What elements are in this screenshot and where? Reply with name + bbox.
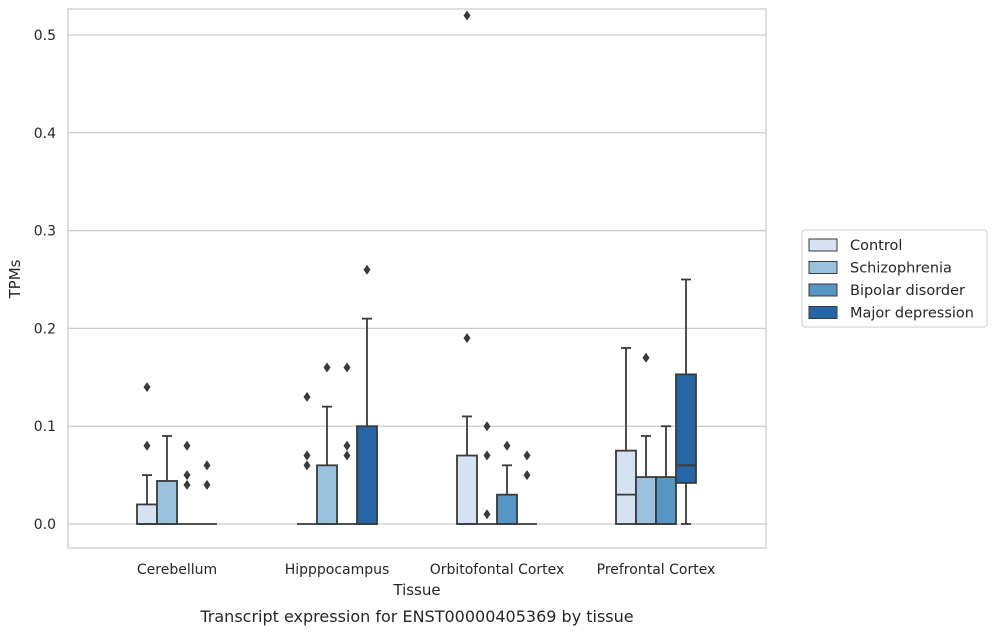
outlier-point xyxy=(343,440,351,451)
box-control-orbitofontal-cortex xyxy=(456,10,478,525)
box-bipolar-disorder-cerebellum xyxy=(177,440,197,525)
y-tick-label: 0.3 xyxy=(34,224,56,240)
box-body xyxy=(615,449,637,525)
legend-frame xyxy=(801,229,988,328)
legend: Control Schizophrenia Bipolar disorder Majo… xyxy=(801,229,988,328)
outlier-point xyxy=(642,352,650,363)
box-control-hipppocampus xyxy=(297,391,317,525)
box-major-depression-cerebellum xyxy=(197,460,217,525)
box-body xyxy=(136,503,158,525)
x-tick-labels: Cerebellum Hipppocampus Orbitofontal Corte… xyxy=(137,562,715,578)
x-axis-label: Tissue xyxy=(392,581,440,599)
x-tick-label: Hipppocampus xyxy=(285,562,390,578)
outlier-point xyxy=(303,450,311,461)
box-schizophrenia-orbitofontal-cortex xyxy=(477,421,497,525)
grid-lines xyxy=(68,34,766,525)
y-tick-label: 0.5 xyxy=(34,28,56,44)
y-tick-label: 0.0 xyxy=(34,517,56,533)
outlier-point xyxy=(303,460,311,471)
legend-label: Control xyxy=(850,238,902,254)
x-tick-label: Cerebellum xyxy=(137,562,217,578)
box-major-depression-orbitofontal-cortex xyxy=(517,450,537,525)
box-control-prefrontal-cortex xyxy=(615,347,637,525)
box-body xyxy=(356,425,378,525)
outlier-point xyxy=(183,470,191,481)
outlier-point xyxy=(203,460,211,471)
outlier-point xyxy=(483,421,491,432)
boxes xyxy=(136,10,697,525)
outlier-point xyxy=(523,470,531,481)
y-tick-labels: 0.0 0.1 0.2 0.3 0.4 0.5 xyxy=(34,28,56,533)
box-bipolar-disorder-hipppocampus xyxy=(337,362,357,525)
box-body xyxy=(456,454,478,525)
legend-swatch xyxy=(808,283,838,297)
box-schizophrenia-prefrontal-cortex xyxy=(635,352,657,525)
outlier-point xyxy=(503,440,511,451)
box-body xyxy=(316,464,338,525)
outlier-point xyxy=(323,362,331,373)
box-body xyxy=(496,493,518,525)
box-body xyxy=(635,476,657,525)
box-body xyxy=(655,476,677,525)
x-tick-label: Orbitofontal Cortex xyxy=(430,562,565,578)
outlier-point xyxy=(183,479,191,490)
outlier-point xyxy=(363,264,371,275)
box-schizophrenia-hipppocampus xyxy=(316,362,338,525)
box-major-depression-prefrontal-cortex xyxy=(675,278,697,525)
box-body xyxy=(675,373,697,484)
box-major-depression-hipppocampus xyxy=(356,264,378,525)
outlier-point xyxy=(483,450,491,461)
x-tick-label: Prefrontal Cortex xyxy=(597,562,716,578)
y-tick-label: 0.1 xyxy=(34,419,56,435)
box-bipolar-disorder-prefrontal-cortex xyxy=(655,425,677,525)
outlier-point xyxy=(183,440,191,451)
legend-label: Schizophrenia xyxy=(850,261,952,277)
legend-label: Bipolar disorder xyxy=(850,283,965,299)
outlier-point xyxy=(523,450,531,461)
outlier-point xyxy=(343,362,351,373)
legend-swatch xyxy=(808,238,838,252)
outlier-point xyxy=(303,391,311,402)
outlier-point xyxy=(483,509,491,520)
outlier-point xyxy=(203,479,211,490)
y-tick-label: 0.4 xyxy=(34,126,56,142)
box-control-cerebellum xyxy=(136,382,158,525)
legend-swatch xyxy=(808,306,838,319)
plot-frame xyxy=(67,8,767,549)
outlier-point xyxy=(463,10,471,21)
y-axis-label: TPMs xyxy=(6,259,24,299)
y-tick-label: 0.2 xyxy=(34,321,56,337)
chart-caption: Transcript expression for ENST0000040536… xyxy=(199,607,633,626)
box-bipolar-disorder-orbitofontal-cortex xyxy=(496,440,518,525)
outlier-point xyxy=(463,333,471,344)
outlier-point xyxy=(143,440,151,451)
outlier-point xyxy=(143,382,151,393)
box-schizophrenia-cerebellum xyxy=(156,435,178,525)
box-body xyxy=(156,480,178,525)
outlier-point xyxy=(343,450,351,461)
legend-label: Major depression xyxy=(850,306,974,322)
legend-swatch xyxy=(808,261,838,274)
